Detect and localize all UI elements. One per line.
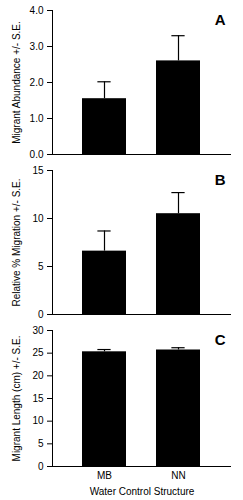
svg-text:B: B — [215, 171, 226, 188]
svg-text:10: 10 — [32, 213, 44, 224]
svg-text:15: 15 — [32, 393, 44, 404]
svg-text:20: 20 — [32, 370, 44, 381]
svg-text:25: 25 — [32, 347, 44, 358]
svg-text:2.0: 2.0 — [30, 77, 44, 88]
svg-text:MB: MB — [97, 470, 112, 481]
svg-text:30: 30 — [32, 325, 44, 336]
svg-text:1.0: 1.0 — [30, 113, 44, 124]
svg-text:0: 0 — [38, 461, 44, 472]
svg-text:4.0: 4.0 — [30, 5, 44, 16]
svg-text:5: 5 — [38, 261, 44, 272]
svg-text:Migrant Abundance +/- S.E.: Migrant Abundance +/- S.E. — [11, 21, 22, 144]
svg-text:Water Control Structure: Water Control Structure — [90, 486, 195, 497]
svg-text:10: 10 — [32, 415, 44, 426]
svg-text:Relative % Migration +/- S.E.: Relative % Migration +/- S.E. — [11, 178, 22, 306]
svg-text:0: 0 — [38, 309, 44, 320]
svg-text:A: A — [215, 11, 226, 28]
svg-text:C: C — [215, 331, 226, 348]
svg-text:3.0: 3.0 — [30, 41, 44, 52]
svg-text:15: 15 — [32, 165, 44, 176]
svg-text:NN: NN — [171, 470, 185, 481]
svg-text:5: 5 — [38, 438, 44, 449]
svg-text:Migrant Length (cm) +/- S.E.: Migrant Length (cm) +/- S.E. — [11, 336, 22, 462]
svg-text:0.0: 0.0 — [30, 149, 44, 160]
